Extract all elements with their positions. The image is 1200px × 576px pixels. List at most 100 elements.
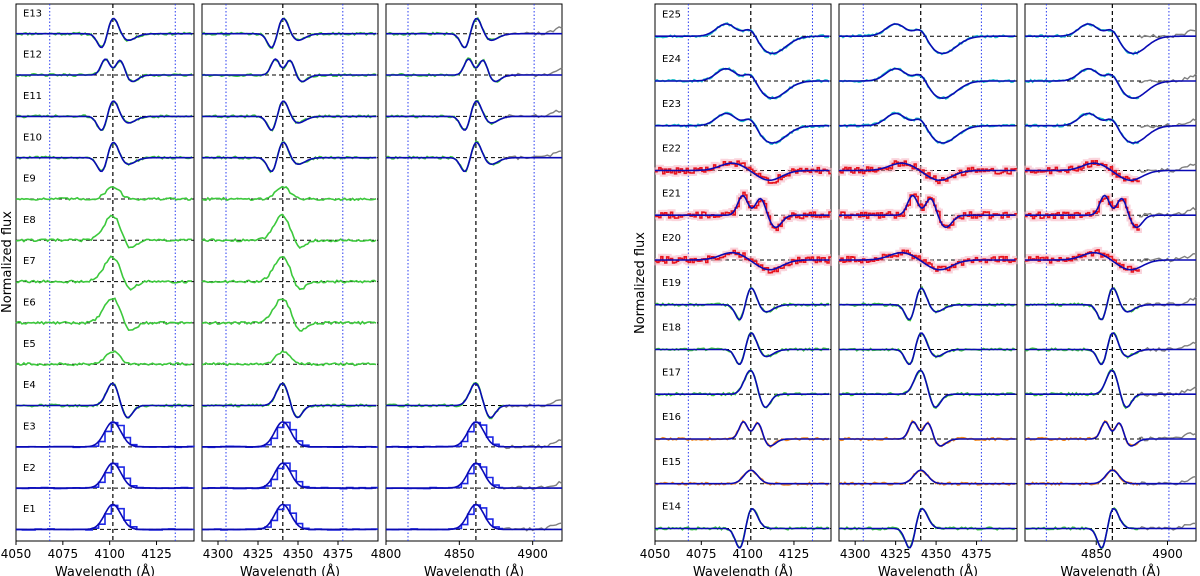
model-fit-E25 <box>839 23 1016 55</box>
x-tick-label: 4800 <box>371 547 402 561</box>
panel-h-delta: 4050 4075 4100 4125 Wavelength (Å) E25 E24 E23 E… <box>640 3 832 576</box>
model-fit-E19 <box>839 287 1016 321</box>
spectrum-E20 <box>839 249 1017 272</box>
spectrum-E12 <box>385 57 504 83</box>
model-fit-E13 <box>386 17 562 49</box>
model-fit-E17 <box>839 369 1016 409</box>
spectrum-E23 <box>654 111 830 146</box>
spectrum-extension <box>1138 386 1197 398</box>
epoch-label: E12 <box>23 50 42 61</box>
spectrum-E3 <box>16 421 195 449</box>
panel-h-beta: 4850 4900 Wavelength (Å) <box>1023 3 1197 576</box>
x-tick-label: 4850 <box>444 547 475 561</box>
x-axis-label: Wavelength (Å) <box>1060 564 1160 576</box>
panel-frame <box>1024 3 1197 542</box>
epoch-label: E11 <box>23 91 42 102</box>
epoch-label: E16 <box>662 412 681 423</box>
spectrum-extension <box>1138 29 1197 39</box>
left-figure-group: 4050 4075 4100 4125 Wavelength (Å) E13 E12 E11 E… <box>1 3 563 576</box>
spectrum-E9 <box>15 186 193 201</box>
epoch-label: E15 <box>662 457 681 468</box>
panel-frame <box>15 3 195 542</box>
panel-frame <box>201 3 379 542</box>
model-fit-E18 <box>839 332 1016 366</box>
model-fit-E15 <box>1025 469 1196 485</box>
model-fit-E25 <box>655 23 830 55</box>
epoch-label: E5 <box>23 339 36 350</box>
x-tick-label: 4100 <box>732 547 763 561</box>
spectrum-E1 <box>16 504 195 531</box>
spectrum-E19 <box>1024 287 1140 320</box>
epoch-label: E6 <box>23 298 36 309</box>
model-fit-E12 <box>386 58 562 83</box>
model-fit-E24 <box>655 67 830 100</box>
x-tick-label: 4300 <box>840 547 871 561</box>
x-tick-label: 4900 <box>1152 547 1183 561</box>
x-tick-label: 4075 <box>48 547 79 561</box>
model-fit-E14 <box>839 507 1016 549</box>
x-tick-label: 4100 <box>94 547 125 561</box>
spectrum-E6 <box>15 297 193 332</box>
epoch-label: E23 <box>662 99 681 110</box>
x-tick-label: 4375 <box>323 547 354 561</box>
model-fit-E12 <box>202 58 377 83</box>
model-fit-E16 <box>655 420 830 447</box>
model-fit-E15 <box>839 469 1016 485</box>
x-tick-label: 4325 <box>880 547 911 561</box>
y-axis-label-left: Normalized flux <box>0 211 15 313</box>
x-tick-label: 4050 <box>640 547 671 561</box>
panel-h-gamma: 4300 4325 4350 4375 Wavelength (Å) <box>838 3 1018 576</box>
spectrum-E17 <box>654 368 830 409</box>
right-figure-group: 4050 4075 4100 4125 Wavelength (Å) E25 E24 E23 E… <box>640 3 1197 576</box>
epoch-label: E19 <box>662 278 681 289</box>
spectrum-extension <box>1138 341 1197 353</box>
spectrum-E16 <box>1024 419 1140 446</box>
model-fit-E22 <box>655 162 830 181</box>
model-fit-E12 <box>16 58 193 83</box>
spectrum-E15 <box>838 469 1016 486</box>
x-tick-label: 4075 <box>686 547 717 561</box>
model-fit-E11 <box>386 100 562 131</box>
model-fit-E11 <box>16 100 193 131</box>
spectrum-E3 <box>202 421 378 449</box>
panel-h-delta: 4050 4075 4100 4125 Wavelength (Å) E13 E12 E11 E… <box>1 3 195 576</box>
model-fit-E21 <box>839 194 1016 229</box>
x-axis-label: Wavelength (Å) <box>240 564 340 576</box>
x-tick-label: 4350 <box>283 547 314 561</box>
model-fit-E16 <box>839 420 1016 447</box>
spectrum-extension <box>1138 475 1197 486</box>
model-fit-E17 <box>1025 369 1196 409</box>
spectrum-E9 <box>201 185 377 202</box>
model-fit-E11 <box>202 100 377 131</box>
spectrum-E20 <box>655 249 831 274</box>
model-fit-E1 <box>386 503 562 531</box>
model-fit-E3 <box>386 421 562 448</box>
model-fit-E15 <box>655 469 830 485</box>
epoch-label: E22 <box>662 144 681 155</box>
x-axis-label: Wavelength (Å) <box>424 564 524 576</box>
spectrum-E8 <box>15 214 193 249</box>
panel-h-gamma: 4300 4325 4350 4375 Wavelength (Å) <box>201 3 379 576</box>
epoch-label: E14 <box>662 502 681 513</box>
spectrum-extension <box>1138 118 1197 129</box>
model-fit-E1 <box>202 503 377 531</box>
x-axis-label: Wavelength (Å) <box>878 564 978 576</box>
model-fit-E18 <box>655 332 830 366</box>
x-tick-label: 4375 <box>961 547 992 561</box>
model-fit-E17 <box>655 369 830 409</box>
model-fit-E19 <box>655 287 830 321</box>
panel-frame <box>385 3 563 542</box>
x-tick-label: 4050 <box>1 547 32 561</box>
spectrum-extension <box>1138 253 1196 263</box>
model-fit-E10 <box>16 141 193 173</box>
model-fit-E1 <box>16 503 193 531</box>
x-tick-label: 4325 <box>243 547 274 561</box>
model-fit-E3 <box>16 421 193 448</box>
y-axis-label-right: Normalized flux <box>633 232 648 334</box>
x-tick-label: 4900 <box>517 547 548 561</box>
spectrum-E5 <box>201 350 377 367</box>
model-fit-E22 <box>1025 162 1196 181</box>
x-tick-label: 4125 <box>779 547 810 561</box>
spectrum-E13 <box>385 16 504 49</box>
